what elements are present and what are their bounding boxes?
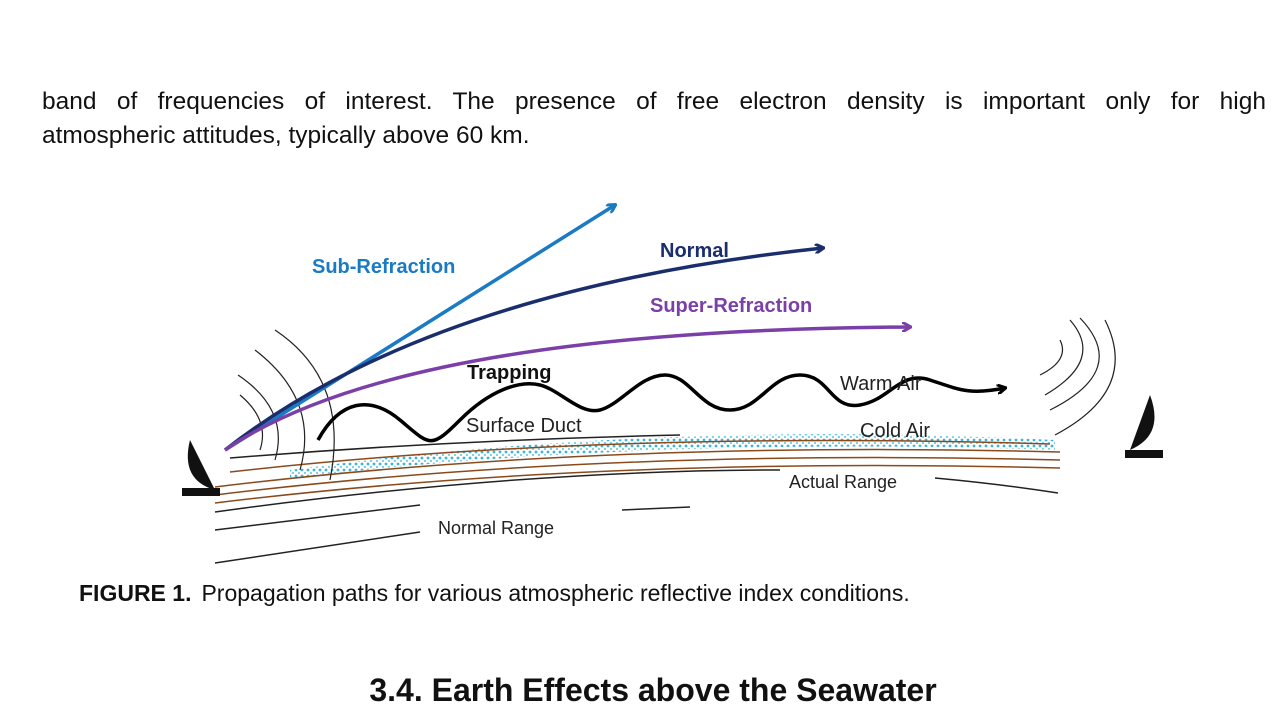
label: Actual Range <box>789 472 897 492</box>
radio-waves <box>237 317 1116 481</box>
label: Sub-Refraction <box>312 256 455 278</box>
label: Trapping <box>467 362 551 384</box>
trapping-ray <box>316 373 1005 443</box>
label: Super-Refraction <box>650 295 812 317</box>
sub-refraction-ray <box>224 205 615 452</box>
figure-caption: FIGURE 1. Propagation paths for various a… <box>79 580 910 607</box>
label: Normal <box>660 240 729 262</box>
paragraph-line: atmospheric attitudes, typically above 6… <box>42 122 530 149</box>
section-heading: 3.4. Earth Effects above the Seawater <box>369 672 937 708</box>
label: Warm Air <box>840 373 922 395</box>
propagation-diagram: Sub-Refraction Normal Super-Refraction T… <box>182 180 1163 564</box>
paragraph-line: band of frequencies of interest. The pre… <box>42 88 1266 115</box>
label: Cold Air <box>860 420 930 442</box>
label: Normal Range <box>438 518 554 538</box>
caption-text: Propagation paths for various atmospheri… <box>201 580 910 606</box>
label: Surface Duct <box>466 415 582 437</box>
caption-label: FIGURE 1. <box>79 580 192 606</box>
earth-layers <box>214 434 1061 564</box>
diagram-labels: Sub-Refraction Normal Super-Refraction T… <box>312 240 930 538</box>
antenna <box>182 395 1163 496</box>
super-refraction-ray <box>224 327 910 452</box>
normal-ray <box>223 248 823 452</box>
